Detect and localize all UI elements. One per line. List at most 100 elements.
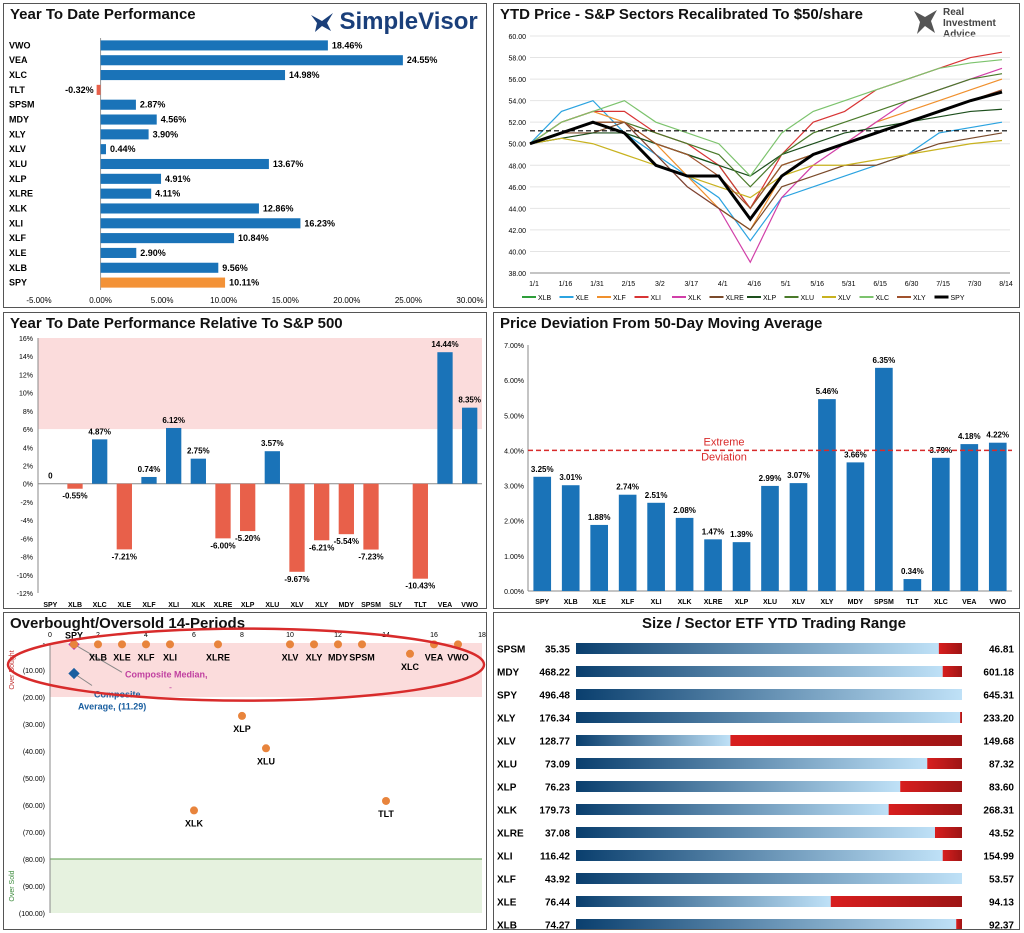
row-name-xlp: XLP: [497, 783, 517, 794]
value-label-xlre: 1.47%: [702, 527, 725, 536]
series-line-xlv: [529, 137, 1003, 199]
x-tick-label: -5.00%: [26, 296, 51, 305]
category-label-spy: SPY: [9, 278, 27, 288]
category-label-spsm: SPSM: [874, 599, 894, 606]
y-tick-label: (100.00): [19, 911, 45, 918]
range-blue-xlb: [576, 919, 957, 929]
x-tick-label: 3/2: [655, 281, 665, 288]
series-line-xlp: [529, 108, 1003, 177]
ytd-performance-panel: Year To Date Performance SimpleVisor VWO…: [3, 3, 487, 308]
bar-mdy: [846, 462, 865, 591]
bar-xlp: [240, 483, 256, 532]
category-label-xlf: XLF: [621, 599, 635, 606]
row-high-xlp: 83.60: [989, 783, 1014, 794]
bar-xly: [314, 483, 330, 541]
value-label-tlt: 0.34%: [901, 567, 924, 576]
bar-xlc: [931, 457, 950, 591]
x-tick-label: 1/1: [529, 281, 539, 288]
value-label-xlre: -6.00%: [210, 541, 235, 550]
range-blue-xlk: [576, 804, 889, 815]
bar-tlt: [96, 84, 101, 95]
y-tick-label: 16%: [19, 336, 33, 343]
category-label-spy: SPY: [43, 602, 57, 609]
bar-xlp: [732, 542, 751, 591]
point-tlt: [382, 796, 390, 805]
legend-label-xlb: XLB: [538, 295, 552, 302]
y-tick-label: 58.00: [508, 56, 526, 63]
x-tick-label: 0: [48, 632, 52, 639]
range-red-xlb: [956, 919, 962, 929]
legend-label-xlu: XLU: [801, 295, 815, 302]
range-blue-xlp: [576, 781, 901, 792]
category-label-vea: VEA: [9, 55, 28, 65]
category-label-xlk: XLK: [191, 602, 205, 609]
y-tick-label: (30.00): [23, 722, 45, 729]
category-label-spsm: SPSM: [9, 100, 35, 110]
category-label-xlre: XLRE: [704, 599, 723, 606]
category-label-xlp: XLP: [241, 602, 255, 609]
y-tick-label: 48.00: [508, 163, 526, 170]
row-high-spsm: 46.81: [989, 645, 1014, 656]
bar-xlk: [675, 517, 694, 591]
range-red-xlu: [927, 758, 962, 769]
point-label-xly: XLY: [306, 652, 323, 662]
category-label-xlc: XLC: [934, 599, 948, 606]
category-label-xle: XLE: [9, 248, 27, 258]
bar-tlt: [412, 483, 428, 579]
y-tick-label: (40.00): [23, 749, 45, 756]
y-tick-label: -4%: [21, 518, 33, 525]
value-label-xlk: 2.75%: [187, 447, 210, 456]
category-label-xlu: XLU: [9, 159, 27, 169]
bar-spy: [100, 277, 226, 288]
row-name-mdy: MDY: [497, 668, 520, 679]
x-tick-label: 2/15: [622, 281, 636, 288]
point-label-xlu: XLU: [257, 756, 275, 766]
point-xly: [310, 640, 318, 649]
category-label-xlv: XLV: [290, 602, 303, 609]
category-label-tlt: TLT: [9, 85, 25, 95]
bar-xlb: [100, 262, 219, 273]
y-tick-label: 60.00: [508, 34, 526, 41]
category-label-xlf: XLF: [9, 233, 27, 243]
value-label-vwo: 18.46%: [332, 40, 363, 50]
price-deviation-chart: 0.00% 1.00% 2.00% 3.00% 4.00% 5.00% 6.00% 7.00%…: [504, 343, 1012, 606]
range-blue-spy: [576, 689, 962, 700]
bar-vwo: [988, 442, 1007, 591]
row-high-xle: 94.13: [989, 898, 1014, 909]
point-label-xlv: XLV: [282, 652, 299, 662]
value-label-spsm: 6.35%: [873, 356, 896, 365]
category-label-xly: XLY: [9, 129, 26, 139]
bar-xlv: [789, 483, 808, 591]
category-label-xlu: XLU: [265, 602, 279, 609]
bar-xlv: [289, 483, 305, 572]
y-tick-label: 5.00%: [504, 413, 524, 420]
row-low-mdy: 468.22: [539, 668, 570, 679]
point-label-mdy: MDY: [328, 652, 348, 662]
category-label-xlb: XLB: [9, 263, 28, 273]
value-label-xlv: 3.07%: [787, 471, 810, 480]
value-label-xlk: 2.08%: [673, 506, 696, 515]
point-label-xlk: XLK: [185, 818, 204, 828]
point-label-vea: VEA: [425, 652, 444, 662]
bar-spsm: [100, 99, 136, 110]
category-label-xlk: XLK: [9, 203, 28, 213]
row-low-xlk: 179.73: [539, 806, 570, 817]
row-high-xly: 233.20: [983, 714, 1014, 725]
category-label-spy: SPY: [535, 599, 549, 606]
ytd-price-title: YTD Price - S&P Sectors Recalibrated To …: [500, 6, 863, 23]
value-label-xlb: -0.55%: [62, 492, 87, 501]
point-label-vwo: VWO: [447, 652, 469, 662]
x-tick-label: 6/15: [873, 281, 887, 288]
range-red-xly: [960, 712, 962, 723]
row-high-xlk: 268.31: [983, 806, 1014, 817]
overbought-shade-zone: [38, 338, 482, 430]
bar-xly: [818, 399, 836, 591]
point-label-xlre: XLRE: [206, 652, 230, 662]
category-label-mdy: MDY: [339, 602, 355, 609]
overbought-side-label: Over Bought: [9, 650, 16, 689]
relative-performance-panel: Year To Date Performance Relative To S&P…: [3, 312, 487, 609]
bar-mdy: [338, 483, 354, 535]
y-tick-label: 10%: [19, 391, 33, 398]
point-label-spy: SPY: [65, 630, 83, 640]
bar-xlk: [190, 458, 206, 484]
